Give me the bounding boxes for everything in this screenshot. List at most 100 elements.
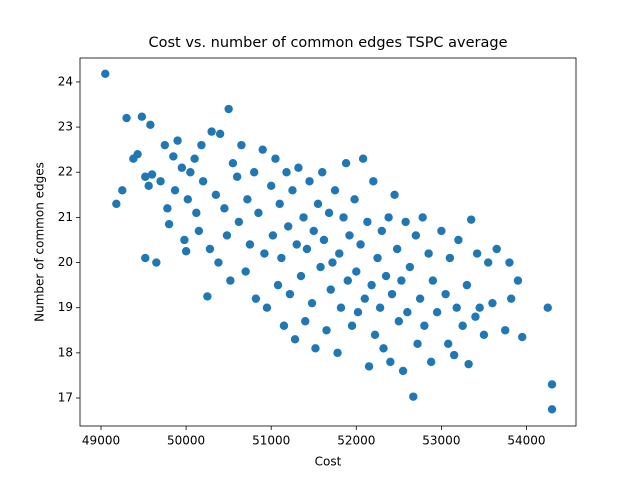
- point: [333, 348, 342, 358]
- point: [183, 195, 193, 204]
- point: [318, 168, 327, 177]
- point: [141, 172, 150, 181]
- point: [170, 186, 180, 195]
- point: [381, 271, 391, 281]
- point: [243, 195, 252, 204]
- point: [547, 380, 557, 389]
- point: [352, 267, 361, 276]
- point: [268, 231, 278, 240]
- point: [449, 350, 459, 360]
- point: [122, 113, 131, 123]
- point: [370, 330, 380, 339]
- point: [273, 280, 283, 290]
- point: [472, 249, 482, 258]
- point: [299, 213, 308, 222]
- point: [492, 244, 501, 254]
- point: [401, 217, 410, 227]
- point: [190, 154, 199, 163]
- point: [324, 208, 334, 218]
- y-tick-label: 19: [58, 300, 73, 314]
- point: [288, 186, 297, 195]
- point: [513, 276, 523, 285]
- point: [336, 303, 346, 312]
- point: [428, 276, 438, 285]
- point: [547, 405, 557, 414]
- point: [292, 240, 301, 249]
- point: [237, 140, 246, 150]
- point: [232, 172, 242, 181]
- point: [203, 292, 212, 301]
- point: [118, 186, 127, 195]
- point: [432, 308, 442, 317]
- point: [341, 159, 351, 168]
- point: [518, 332, 527, 342]
- point: [364, 362, 374, 371]
- point: [277, 253, 286, 263]
- point: [284, 222, 293, 231]
- point: [169, 152, 178, 161]
- point: [350, 195, 359, 204]
- point: [471, 312, 480, 321]
- point: [211, 190, 221, 200]
- point: [279, 321, 289, 330]
- point: [394, 317, 404, 326]
- point: [251, 294, 261, 303]
- point: [141, 253, 150, 263]
- y-tick-label: 18: [58, 345, 73, 359]
- point: [426, 357, 436, 367]
- point: [267, 181, 276, 190]
- point: [466, 215, 476, 224]
- point: [147, 170, 157, 179]
- point: [543, 303, 552, 312]
- point: [226, 276, 235, 285]
- point: [424, 249, 433, 258]
- point: [296, 271, 306, 281]
- point: [345, 231, 354, 240]
- point: [311, 344, 320, 353]
- point: [375, 303, 385, 312]
- point: [464, 359, 473, 369]
- point: [506, 294, 516, 303]
- y-axis-label: Number of common edges: [33, 162, 47, 322]
- point: [234, 217, 244, 227]
- point: [397, 276, 406, 285]
- point: [347, 321, 357, 330]
- point: [262, 303, 272, 312]
- point: [249, 168, 259, 177]
- point: [146, 120, 155, 130]
- point: [386, 357, 395, 367]
- point: [443, 339, 453, 349]
- point: [413, 339, 422, 349]
- x-tick-label: 53000: [422, 434, 460, 448]
- point: [458, 321, 467, 330]
- point: [309, 226, 318, 236]
- point: [101, 69, 110, 79]
- chart-title: Cost vs. number of common edges TSPC ave…: [148, 35, 507, 51]
- point: [420, 321, 429, 330]
- y-tick-label: 22: [58, 165, 73, 179]
- point: [479, 330, 489, 339]
- x-axis-label: Cost: [315, 455, 342, 469]
- point: [275, 199, 284, 209]
- point: [301, 317, 310, 326]
- point: [194, 226, 204, 236]
- point: [305, 177, 314, 186]
- point: [112, 199, 121, 209]
- point: [152, 258, 161, 267]
- x-tick-label: 50000: [167, 434, 205, 448]
- point: [316, 262, 325, 272]
- point: [198, 177, 208, 186]
- point: [215, 129, 225, 139]
- point: [330, 186, 340, 195]
- y-tick-label: 23: [58, 120, 73, 134]
- point: [224, 104, 233, 114]
- point: [302, 244, 312, 254]
- point: [360, 294, 370, 303]
- x-tick-label: 49000: [82, 434, 120, 448]
- point: [205, 244, 215, 254]
- point: [164, 219, 174, 229]
- point: [377, 226, 387, 236]
- point: [343, 276, 352, 285]
- point: [390, 190, 399, 200]
